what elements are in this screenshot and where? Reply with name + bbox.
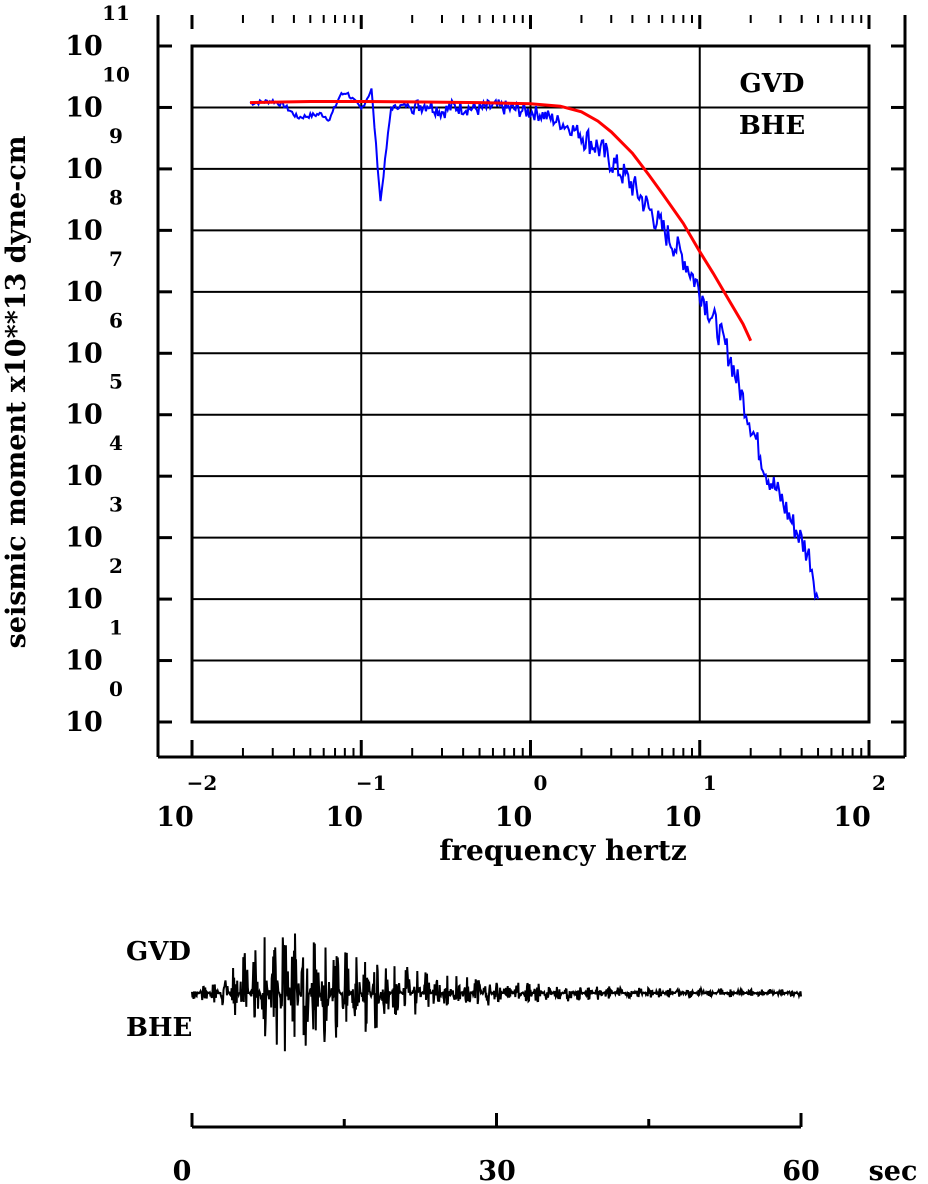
time-unit-label: sec — [869, 1156, 918, 1184]
y-tick-label-base: 10 — [65, 215, 103, 246]
x-tick-label-exp: −1 — [356, 771, 387, 795]
y-tick-label-exp: 11 — [102, 1, 130, 25]
y-tick-label-exp: 1 — [109, 616, 123, 640]
x-tick-label-base: 10 — [495, 802, 533, 833]
time-ticks — [190, 1113, 803, 1127]
y-tick-label-base: 10 — [65, 154, 103, 185]
y-axis-label: seismic moment x10**13 dyne-cm — [1, 136, 32, 649]
y-tick-label-exp: 9 — [109, 124, 123, 148]
y-tick-label-exp: 2 — [109, 554, 123, 578]
seismogram-channel-label: BHE — [126, 1013, 192, 1043]
y-tick-label-base: 10 — [65, 461, 103, 492]
y-tick-label-exp: 4 — [109, 431, 123, 455]
y-tick-label-exp: 8 — [109, 185, 123, 209]
y-tick-label-base: 10 — [65, 400, 103, 431]
x-axis-label: frequency hertz — [439, 834, 687, 867]
seismogram-station-label: GVD — [126, 937, 191, 967]
y-tick-label-base: 10 — [65, 523, 103, 554]
model-fit-line — [249, 100, 753, 342]
y-tick-label-exp: 10 — [102, 62, 130, 86]
seismogram-chart: GVD BHE 0 30 60 sec — [126, 933, 918, 1184]
y-tick-label-base: 10 — [65, 338, 103, 369]
x-tick-label-exp: 0 — [534, 771, 548, 795]
y-tick-label-exp: 6 — [109, 308, 123, 332]
y-tick-label-base: 10 — [65, 92, 103, 123]
seismogram-trace — [191, 933, 802, 1052]
x-tick-label-exp: 1 — [703, 771, 717, 795]
x-tick-label-base: 10 — [325, 802, 363, 833]
x-tick-label-base: 10 — [664, 802, 702, 833]
grid — [192, 46, 869, 722]
y-tick-label-base: 10 — [65, 31, 103, 62]
time-tick-label-30: 30 — [478, 1156, 516, 1184]
y-tick-label-exp: 0 — [109, 677, 123, 701]
y-tick-label-exp: 7 — [109, 247, 123, 271]
x-tick-label-exp: −2 — [187, 771, 218, 795]
y-tick-label-base: 10 — [65, 646, 103, 677]
y-tick-label-base: 10 — [65, 707, 103, 738]
spectrum-series — [249, 88, 820, 601]
y-tick-label-base: 10 — [65, 584, 103, 615]
observed-spectrum-line — [249, 88, 820, 601]
y-tick-label-base: 10 — [65, 277, 103, 308]
station-label: GVD — [740, 69, 805, 99]
x-tick-label-exp: 2 — [872, 771, 886, 795]
time-tick-label-0: 0 — [173, 1156, 192, 1184]
y-tick-label-exp: 5 — [109, 370, 123, 394]
time-tick-label-60: 60 — [782, 1156, 820, 1184]
x-tick-label-base: 10 — [156, 802, 194, 833]
channel-label: BHE — [739, 111, 805, 141]
x-tick-label-base: 10 — [833, 802, 871, 833]
y-tick-label-exp: 3 — [109, 493, 123, 517]
